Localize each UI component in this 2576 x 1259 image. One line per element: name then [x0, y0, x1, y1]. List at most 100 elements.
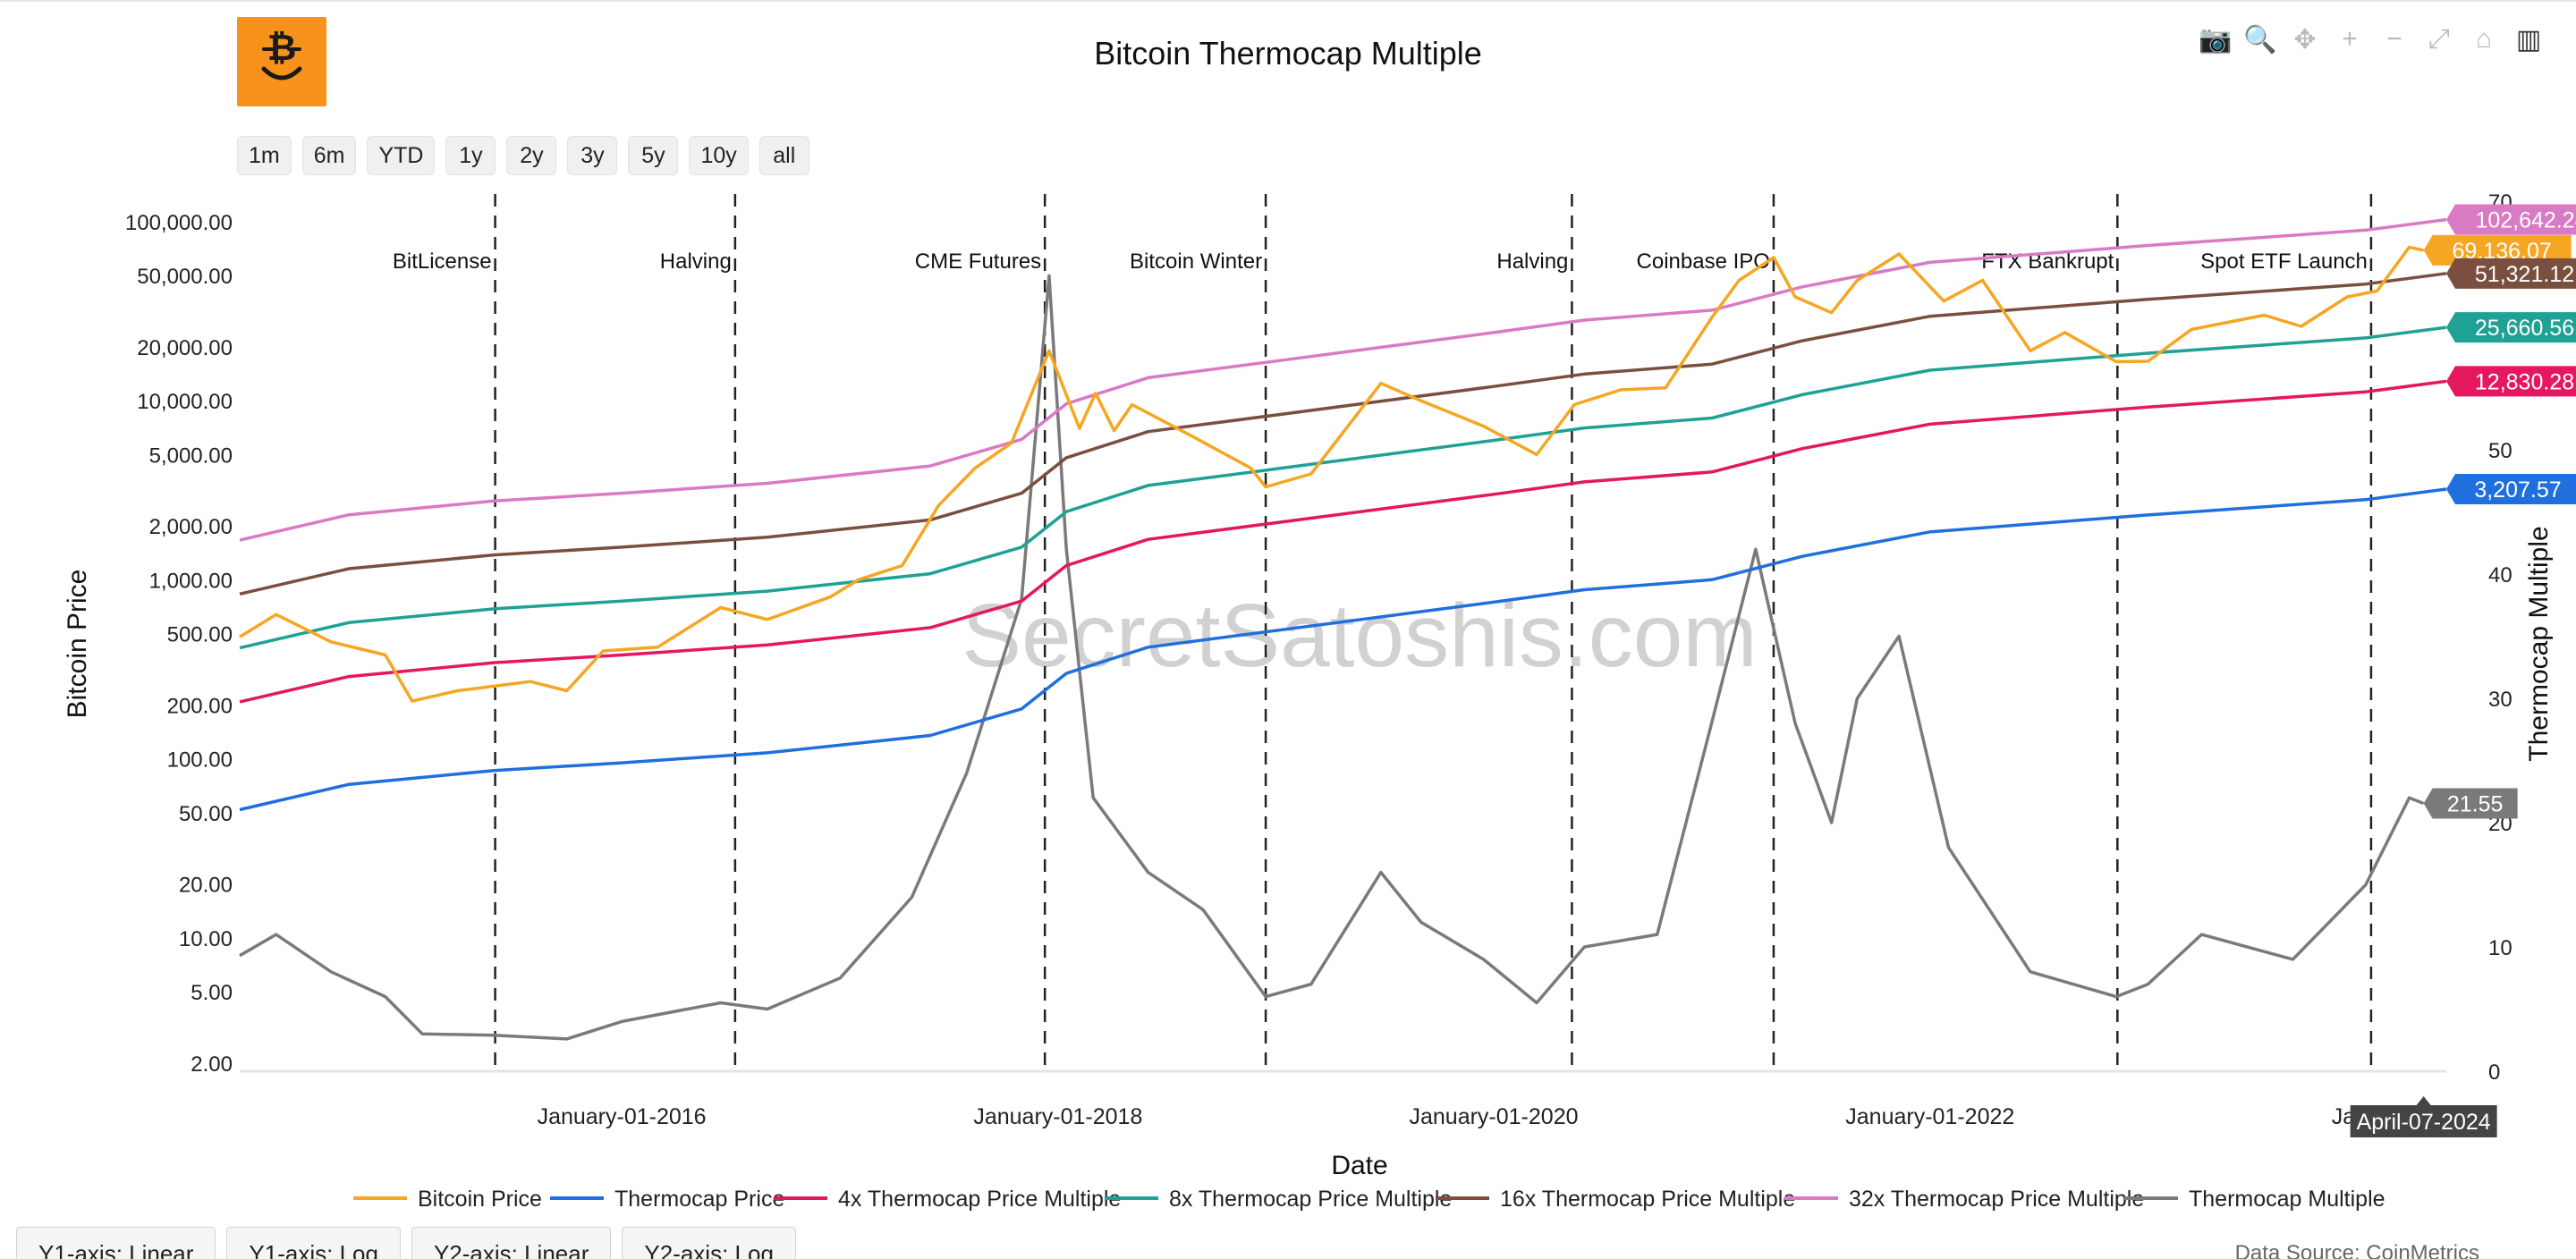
end-label-1: 3,207.57: [2446, 473, 2576, 504]
end-label-box: [2446, 312, 2576, 343]
y-tick-label: 200.00: [167, 694, 233, 718]
end-label-text: 3,207.57: [2474, 477, 2561, 503]
y-tick-label: 5,000.00: [149, 444, 233, 468]
axis-tab-3[interactable]: Y2-axis: Log: [622, 1227, 796, 1259]
end-label-text: 21.55: [2447, 791, 2504, 816]
legend-label: 16x Thermocap Price Multiple: [1500, 1187, 1795, 1212]
y-tick-label: 10.00: [179, 927, 233, 951]
y-tick-label: 20,000.00: [137, 336, 233, 360]
legend-item-4[interactable]: 16x Thermocap Price Multiple: [1436, 1187, 1795, 1212]
y2-tick-label: 30: [2488, 688, 2512, 712]
y-axis-title: Bitcoin Price: [63, 570, 92, 719]
range-button-10y[interactable]: 10y: [689, 136, 749, 175]
y-tick-label: 1,000.00: [149, 569, 233, 593]
y-tick-label: 50.00: [179, 802, 233, 826]
legend-item-6[interactable]: Thermocap Multiple: [2124, 1187, 2385, 1212]
modebar: 📷 🔍 ✥ + − ⤢ ⌂ ▥: [2193, 20, 2551, 59]
y-tick-label: 500.00: [167, 623, 233, 647]
y2-axis-title: Thermocap Multiple: [2524, 526, 2554, 761]
zoom-out-icon[interactable]: −: [2372, 20, 2417, 59]
legend-label: Thermocap Price: [614, 1187, 784, 1212]
end-label-box: [2446, 258, 2576, 289]
zoom-in-icon-glyph: +: [2342, 24, 2358, 54]
y-tick-label: 5.00: [191, 981, 233, 1005]
watermark: SecretSatoshis.com: [962, 586, 1757, 686]
pan-icon[interactable]: ✥: [2283, 20, 2327, 59]
event-label: BitLicense: [393, 249, 492, 274]
axis-tab-2[interactable]: Y2-axis: Linear: [411, 1227, 612, 1259]
hover-date-text: April-07-2024: [2357, 1110, 2491, 1135]
range-button-all[interactable]: all: [758, 136, 809, 175]
zoom-icon[interactable]: 🔍: [2238, 20, 2283, 59]
series-line-3: [239, 325, 2447, 650]
legend-item-2[interactable]: 4x Thermocap Price Multiple: [774, 1187, 1121, 1212]
autoscale-icon-glyph: ⤢: [2428, 24, 2450, 54]
y2-tick-label: 40: [2488, 563, 2512, 587]
end-label-box: [2423, 788, 2518, 819]
axis-tab-0[interactable]: Y1-axis: Linear: [16, 1227, 216, 1259]
autoscale-icon[interactable]: ⤢: [2417, 20, 2462, 59]
series-line-1: [239, 487, 2447, 812]
event-label: Spot ETF Launch: [2200, 249, 2368, 274]
range-button-1m[interactable]: 1m: [237, 136, 292, 175]
range-button-2y[interactable]: 2y: [506, 136, 557, 175]
x-tick-label: January-01-2022: [1845, 1104, 2014, 1129]
hover-date-box: [2350, 1105, 2497, 1137]
y-tick-label: 2,000.00: [149, 515, 233, 539]
chart-title: Bitcoin Thermocap Multiple: [1094, 35, 1482, 72]
series-line-5: [239, 217, 2447, 542]
reset-axes-icon-glyph: ⌂: [2475, 24, 2493, 54]
range-button-5y[interactable]: 5y: [628, 136, 679, 175]
plotly-logo-icon[interactable]: ▥: [2506, 20, 2551, 59]
end-label-text: 25,660.56: [2475, 316, 2574, 341]
end-label-box: [2446, 366, 2576, 397]
legend-item-1[interactable]: Thermocap Price: [550, 1187, 784, 1212]
bitcoin-logo-icon: ₿: [237, 17, 326, 106]
legend-label: 32x Thermocap Price Multiple: [1849, 1187, 2144, 1212]
y2-tick-label: 10: [2488, 936, 2512, 960]
y2-tick-label: 50: [2488, 439, 2512, 463]
end-label-box: [2446, 204, 2576, 235]
legend-item-5[interactable]: 32x Thermocap Price Multiple: [1784, 1187, 2144, 1212]
end-label-4: 51,321.12: [2446, 258, 2576, 289]
y-tick-label: 50,000.00: [137, 265, 233, 289]
legend-label: 8x Thermocap Price Multiple: [1169, 1187, 1452, 1212]
range-button-3y[interactable]: 3y: [567, 136, 618, 175]
legend-item-3[interactable]: 8x Thermocap Price Multiple: [1105, 1187, 1452, 1212]
range-button-6m[interactable]: 6m: [301, 136, 357, 175]
y-tick-label: 20.00: [179, 874, 233, 898]
range-button-1y[interactable]: 1y: [445, 136, 496, 175]
legend-label: Thermocap Multiple: [2189, 1187, 2385, 1212]
chart[interactable]: Bitcoin Thermocap Multiple SecretSatoshis…: [0, 0, 2576, 1225]
x-axis-title: Date: [1331, 1151, 1387, 1180]
range-selector: 1m 6m YTD 1y 2y 3y 5y 10y all: [237, 136, 809, 175]
hover-date-label: April-07-2024: [2350, 1096, 2497, 1137]
end-label-3: 25,660.56: [2446, 312, 2576, 343]
series-line-0: [239, 245, 2424, 703]
camera-icon[interactable]: 📷: [2193, 20, 2238, 59]
event-label: Halving: [660, 249, 732, 274]
plotly-logo-icon-glyph: ▥: [2515, 24, 2542, 55]
end-label-box: [2446, 473, 2576, 504]
x-tick-label: January-01-2016: [538, 1104, 707, 1129]
y-tick-label: 10,000.00: [137, 390, 233, 414]
series-line-6: [239, 274, 2425, 1041]
reset-axes-icon[interactable]: ⌂: [2462, 20, 2506, 59]
zoom-in-icon[interactable]: +: [2327, 20, 2372, 59]
top-divider: [0, 0, 2576, 2]
range-button-ytd[interactable]: YTD: [367, 136, 436, 175]
end-label-text: 51,321.12: [2475, 262, 2574, 287]
legend-item-0[interactable]: Bitcoin Price: [353, 1187, 542, 1212]
end-label-box: [2423, 234, 2572, 266]
end-label-6: 21.55: [2423, 788, 2518, 819]
axis-tab-1[interactable]: Y1-axis: Log: [226, 1227, 401, 1259]
event-label: CME Futures: [915, 249, 1041, 274]
y-tick-label: 100.00: [167, 748, 233, 773]
y2-tick-label: 0: [2488, 1060, 2500, 1085]
zoom-icon-glyph: 🔍: [2243, 24, 2277, 55]
x-tick-label: January-01-2020: [1409, 1104, 1578, 1129]
pan-icon-glyph: ✥: [2293, 24, 2317, 55]
event-label: Bitcoin Winter: [1130, 249, 1262, 274]
legend-label: 4x Thermocap Price Multiple: [838, 1187, 1121, 1212]
